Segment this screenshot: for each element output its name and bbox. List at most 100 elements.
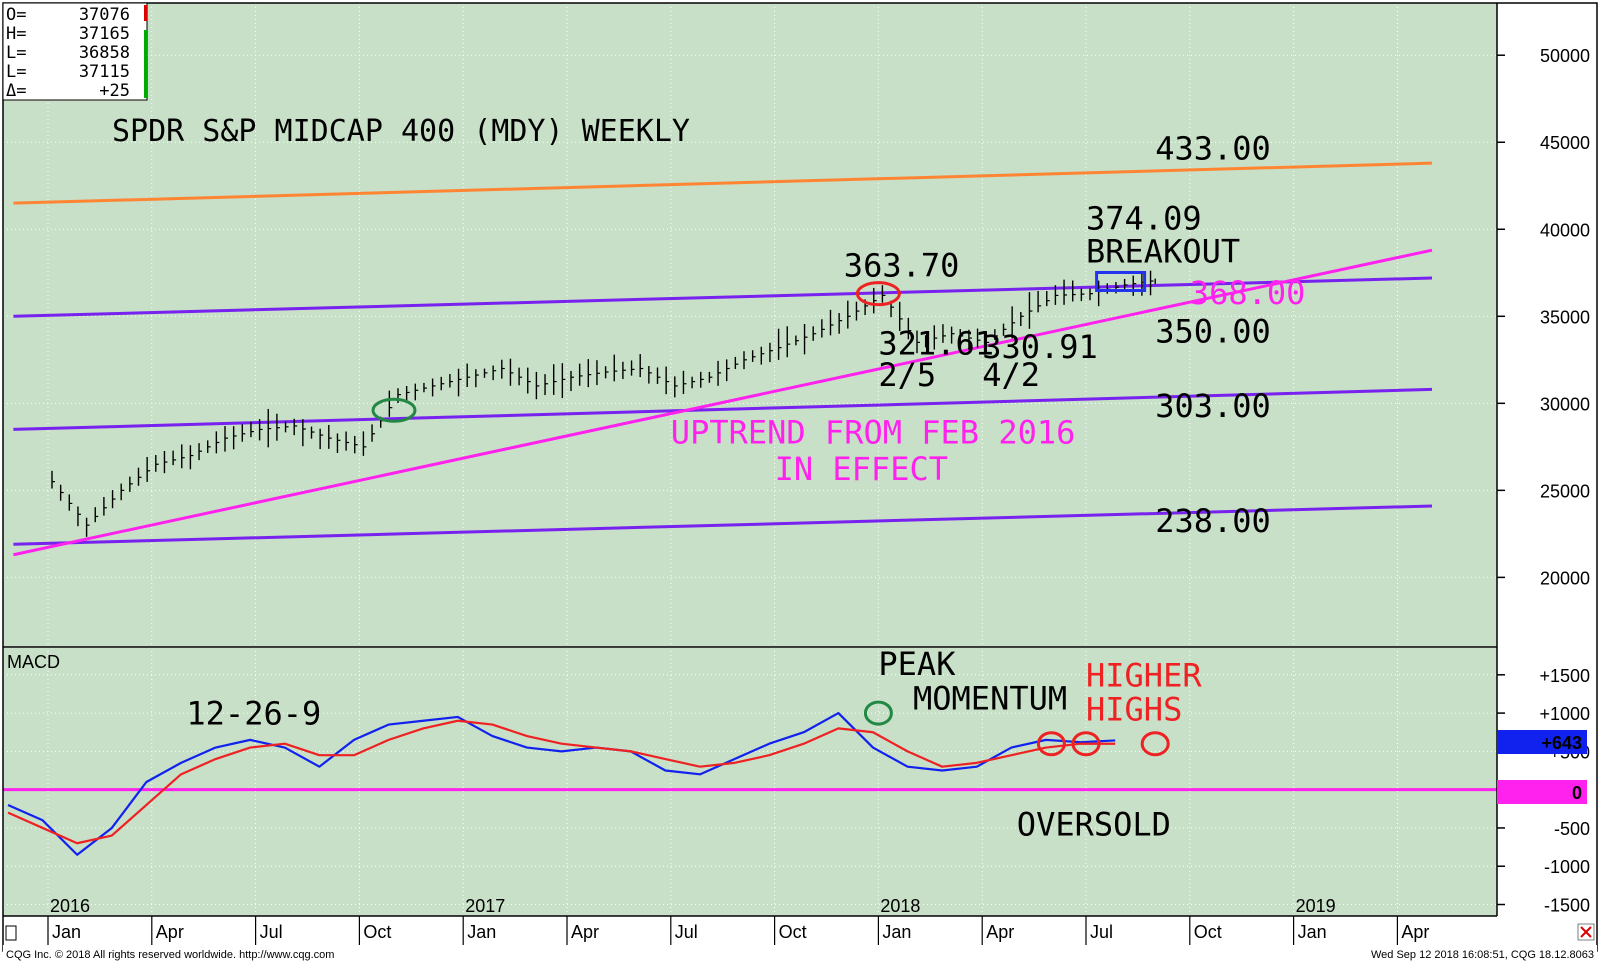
macd-y-tick-label: +1500 (1539, 666, 1590, 686)
macd-current-value: +643 (1541, 733, 1582, 753)
footer-bar (3, 945, 1597, 959)
ohlc-value: 37076 (79, 5, 130, 25)
marker-rect (1095, 270, 1147, 292)
price-annotation: 330.91 (982, 328, 1098, 366)
macd-annotation: PEAK (878, 645, 956, 683)
macd-zero-label: 0 (1572, 783, 1582, 803)
ohlc-label: Δ= (6, 81, 26, 101)
price-annotation: 350.00 (1155, 312, 1271, 350)
time-axis: 2016 2017 2018 2019 Jan Apr Jul Oct Jan Apr Jul Oct… (47, 896, 1429, 945)
price-annotation: 321.61 (878, 325, 994, 363)
price-y-tick-label: 35000 (1540, 307, 1590, 327)
month-label: Apr (1401, 922, 1429, 942)
macd-annotation: HIGHS (1086, 691, 1182, 729)
price-annotation: 433.00 (1155, 130, 1271, 168)
chart-title: SPDR S&P MIDCAP 400 (MDY) WEEKLY (112, 114, 690, 149)
year-label: 2017 (465, 896, 505, 916)
year-label: 2018 (880, 896, 920, 916)
scroll-right-icon[interactable] (1577, 923, 1595, 941)
macd-y-tick-label: -1000 (1544, 857, 1590, 877)
month-label: Jul (260, 922, 283, 942)
ohlc-value: 37115 (79, 62, 130, 82)
macd-value-badge (1497, 730, 1587, 754)
macd-annotation: OVERSOLD (1017, 806, 1171, 844)
ohlc-value: +25 (99, 81, 130, 101)
month-label: Apr (156, 922, 184, 942)
macd-annotation: MOMENTUM (913, 679, 1067, 717)
signal-line (7, 719, 1116, 845)
price-annotation: 363.70 (844, 246, 960, 284)
scroll-left-icon[interactable] (5, 925, 17, 941)
price-annotation: 238.00 (1155, 502, 1271, 540)
price-panel-bg (3, 3, 1497, 647)
macd-marker-ellipse (1036, 731, 1066, 757)
reference-line (13, 387, 1433, 431)
month-label: Jul (675, 922, 698, 942)
month-label: Jan (1298, 922, 1327, 942)
reference-line (13, 504, 1433, 546)
month-label: Oct (1194, 922, 1222, 942)
month-label: Apr (986, 922, 1014, 942)
year-label: 2019 (1296, 896, 1336, 916)
price-y-tick-label: 25000 (1540, 481, 1590, 501)
price-annotation: 374.09 (1086, 199, 1202, 237)
ohlc-rows: O= 37076 H= 37165 L= 36858 L= 37115 Δ= +25 (6, 5, 130, 101)
price-annotation: 4/2 (982, 356, 1040, 394)
macd-zero-badge (1497, 780, 1587, 804)
macd-label: MACD (7, 652, 60, 672)
macd-marker-ellipse (1140, 731, 1170, 757)
marker-ellipse (855, 281, 901, 307)
footer-copyright: CQG Inc. © 2018 All rights reserved worl… (6, 949, 334, 961)
annotation-markers (371, 270, 1170, 757)
price-annotation: BREAKOUT (1086, 232, 1240, 270)
ohlc-label: L= (6, 43, 26, 63)
price-annotation: 368.00 (1190, 274, 1306, 312)
month-label: Jan (52, 922, 81, 942)
price-y-tick-label: 45000 (1540, 133, 1590, 153)
macd-lines (3, 711, 1497, 856)
month-label: Jan (882, 922, 911, 942)
ohlc-box (2, 2, 148, 101)
month-label: Oct (779, 922, 807, 942)
reference-line (13, 248, 1433, 557)
macd-line (7, 711, 1116, 856)
reference-lines (13, 161, 1433, 557)
price-y-tick-label: 50000 (1540, 46, 1590, 66)
macd-annotation: 12-26-9 (186, 695, 321, 733)
ohlc-label: O= (6, 5, 26, 25)
macd-annotation: HIGHER (1086, 656, 1202, 694)
marker-ellipse (371, 397, 417, 423)
price-y-tick-label: 40000 (1540, 220, 1590, 240)
ohlc-value: 37165 (79, 24, 130, 44)
month-label: Oct (363, 922, 391, 942)
price-y-tick-label: 20000 (1540, 568, 1590, 588)
month-label: Jul (1090, 922, 1113, 942)
ohlc-label: L= (6, 62, 26, 82)
reference-line (13, 276, 1433, 318)
grid-lines (3, 3, 1497, 916)
macd-y-tick-label: -1500 (1544, 896, 1590, 916)
ohlc-red-indicator (144, 5, 147, 21)
macd-y-tick-label: -500 (1554, 819, 1590, 839)
macd-y-tick-label: +1000 (1539, 704, 1590, 724)
ohlc-value: 36858 (79, 43, 130, 63)
month-label: Jan (467, 922, 496, 942)
year-label: 2016 (50, 896, 90, 916)
ohlc-green-indicator (144, 30, 147, 98)
price-y-tick-label: 30000 (1540, 394, 1590, 414)
month-label: Apr (571, 922, 599, 942)
ohlc-label: H= (6, 24, 26, 44)
price-bars (51, 270, 1156, 537)
price-annotation: 2/5 (878, 356, 936, 394)
price-annotation: IN EFFECT (775, 450, 948, 488)
price-annotation: UPTREND FROM FEB 2016 (671, 413, 1076, 451)
reference-line (13, 161, 1433, 205)
macd-panel-bg (3, 648, 1497, 916)
price-annotation: 303.00 (1155, 387, 1271, 425)
price-y-axis: 50000 45000 40000 35000 30000 25000 20000 (1497, 46, 1590, 588)
macd-marker-ellipse (1071, 731, 1101, 757)
footer-timestamp: Wed Sep 12 2018 16:08:51, CQG 18.12.8063 (1371, 949, 1594, 961)
macd-marker-ellipse (863, 700, 893, 726)
